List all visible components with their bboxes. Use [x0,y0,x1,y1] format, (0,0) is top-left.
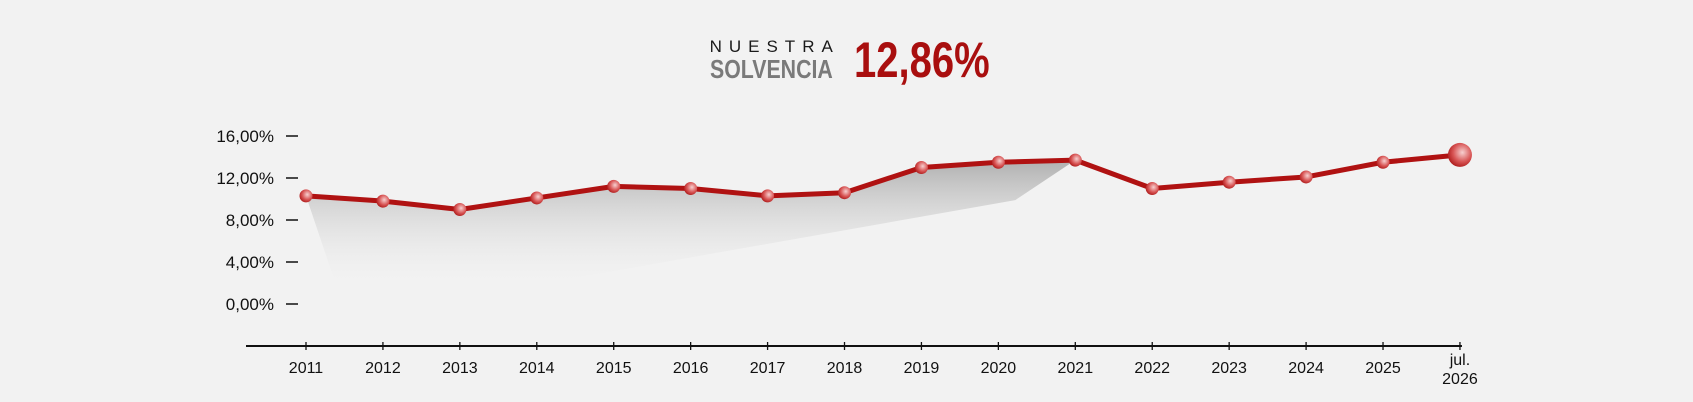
header-group: NUESTRA SOLVENCIA 12,86% [709,34,990,86]
data-point [1376,155,1390,169]
x-tick-label: 2024 [1288,360,1324,377]
x-tick-label: 2022 [1134,360,1170,377]
data-point [914,161,928,174]
x-tick-label: jul. 2026 [1442,352,1478,388]
x-tick-label: 2021 [1058,360,1094,377]
y-tick-label: 0,00% [226,295,274,314]
x-tick-label: 2016 [673,360,709,377]
header-label: NUESTRA SOLVENCIA [709,37,840,84]
x-tick-label: 2012 [365,360,401,377]
data-point [1299,170,1313,184]
data-point [607,179,621,193]
header-label-top: NUESTRA [709,37,840,56]
headline-value: 12,86% [853,32,990,88]
data-point [838,186,852,200]
x-tick-label: 2014 [519,360,555,377]
series-line-path [303,152,1463,212]
data-point [991,155,1005,169]
data-point [1068,153,1082,167]
axes: 16,00% 12,00% 8,00% 4,00% 0,00% 2011 2012 2013 2… [216,127,1478,388]
y-tick-label: 4,00% [226,253,274,272]
x-tick-label: 2023 [1211,360,1247,377]
data-points [299,142,1472,216]
x-tick-label: 2013 [442,360,478,377]
data-point [376,194,390,208]
x-tick-label: 2019 [904,360,940,377]
data-point [299,189,313,203]
series-line [303,152,1463,212]
data-point [530,191,544,205]
x-tick-label: 2015 [596,360,632,377]
data-point [684,182,698,195]
x-tick-label: 2020 [981,360,1017,377]
y-tick-label: 8,00% [226,211,274,230]
y-tick-label: 12,00% [216,169,274,188]
data-point [761,189,775,203]
area-shading [306,160,1076,290]
data-point [1447,142,1472,167]
chart-header: NUESTRA SOLVENCIA 12,86% [0,34,1693,86]
x-tick-label: 2018 [827,360,863,377]
x-tick-label: 2017 [750,360,786,377]
y-tick-label: 16,00% [216,127,274,146]
data-point [1222,175,1236,189]
area-shade [306,160,1076,290]
header-label-bottom: SOLVENCIA [709,54,833,84]
x-tick-label: 2011 [289,360,324,377]
x-tick-label: 2025 [1365,360,1401,377]
data-point [1145,182,1159,195]
data-point [453,203,467,216]
